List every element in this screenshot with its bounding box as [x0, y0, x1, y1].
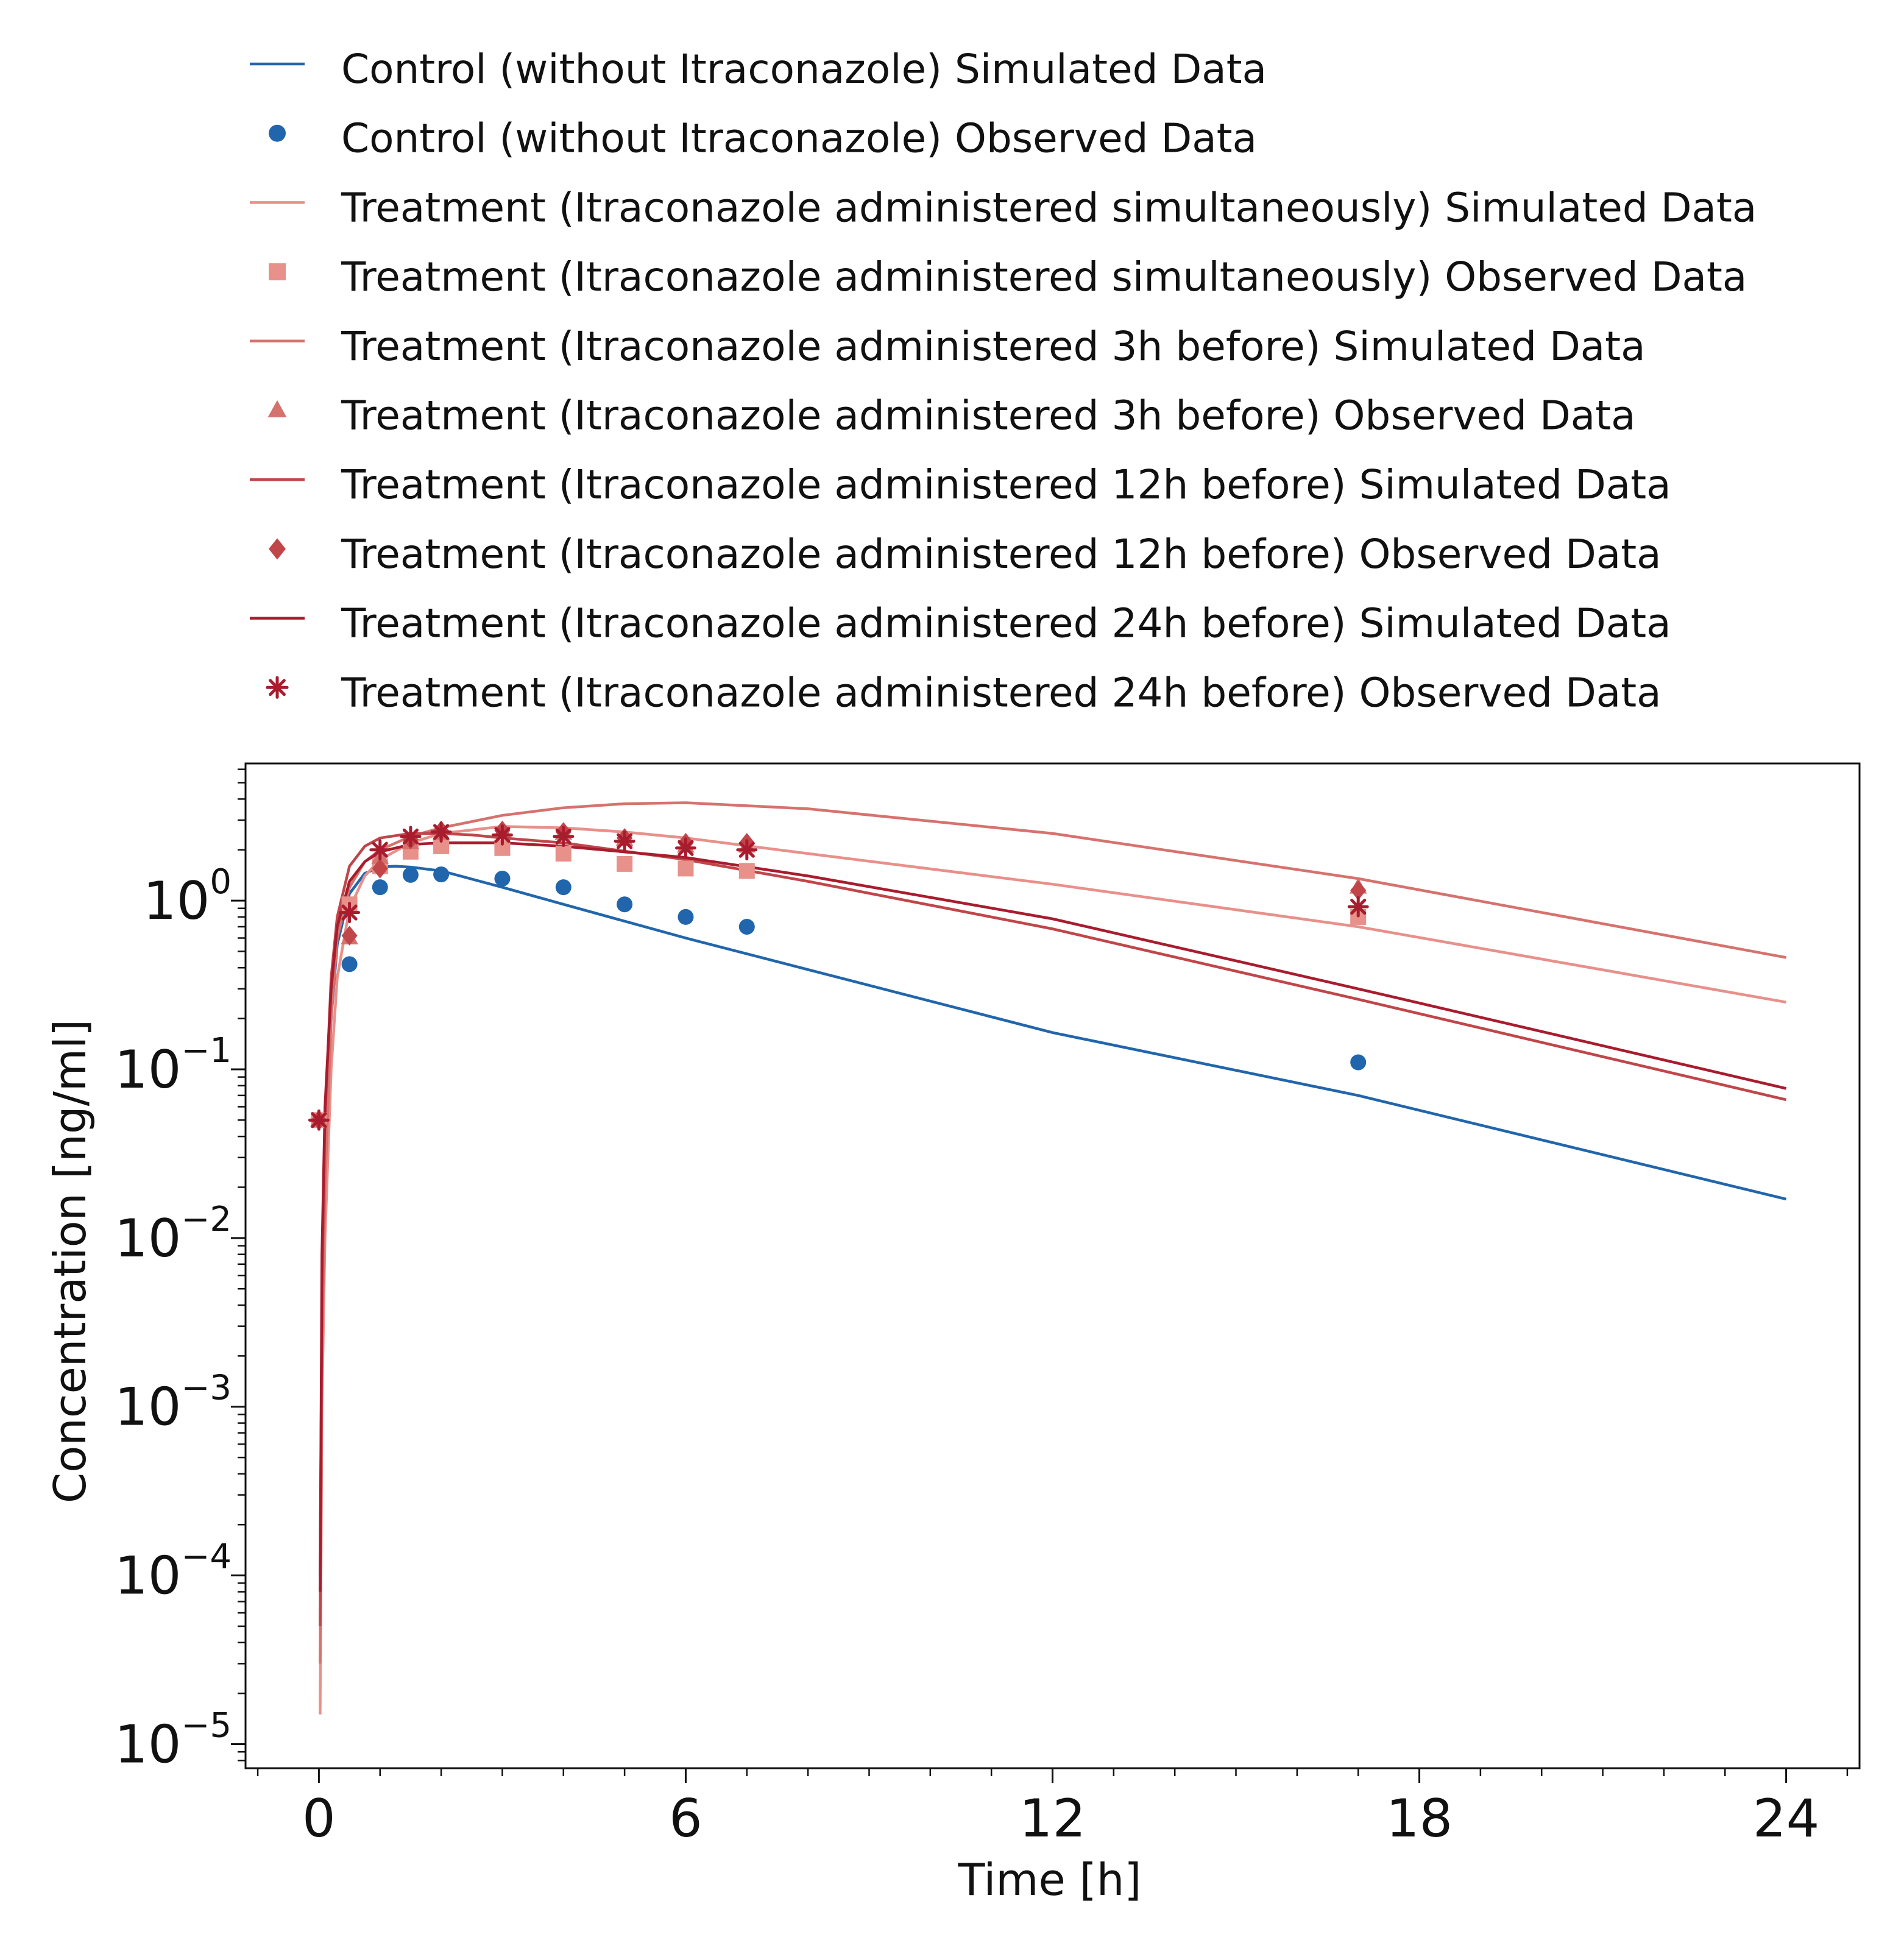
legend-marker-swatch [269, 124, 286, 142]
data-point [614, 830, 635, 852]
legend-label: Treatment (Itraconazole administered 12h… [341, 531, 1662, 578]
data-point [341, 926, 358, 946]
x-axis-label: Time [h] [958, 1854, 1142, 1905]
legend-label: Treatment (Itraconazole administered 3h … [341, 323, 1646, 370]
legend-label: Treatment (Itraconazole administered 24h… [341, 600, 1671, 647]
y-tick-label: 10−3 [115, 1369, 232, 1438]
data-point [430, 821, 452, 843]
legend-marker-swatch [267, 400, 287, 417]
data-point [400, 826, 422, 848]
legend-label: Treatment (Itraconazole administered 12h… [341, 461, 1671, 508]
legend-label: Control (without Itraconazole) Observed … [341, 115, 1257, 162]
data-point [1350, 880, 1367, 901]
legend-marker-swatch [269, 538, 286, 560]
data-point [675, 837, 696, 859]
data-point [555, 845, 572, 862]
legend-label: Treatment (Itraconazole administered 24h… [341, 669, 1662, 716]
data-point [433, 866, 450, 883]
data-point [736, 839, 758, 861]
axes: 0 6 12 18 24 10−5 10−4 10−3 10−2 10−1 100 [115, 762, 1861, 1849]
y-tick-label: 10−4 [115, 1537, 232, 1607]
data-point [402, 866, 419, 883]
data-point [617, 855, 633, 872]
legend-label: Treatment (Itraconazole administered sim… [341, 253, 1747, 300]
legend-label: Treatment (Itraconazole administered 3h … [341, 392, 1636, 439]
data-point [341, 956, 358, 972]
y-tick-label: 10−5 [115, 1705, 232, 1775]
data-point [553, 826, 575, 848]
legend-marker-swatch [266, 676, 289, 699]
y-tick-label: 100 [143, 862, 232, 932]
data-point [494, 870, 511, 887]
data-point [308, 1109, 330, 1131]
legend-label: Treatment (Itraconazole administered sim… [341, 184, 1757, 231]
legend-entry: Treatment (Itraconazole administered 3h … [267, 392, 1636, 439]
legend-entry: Treatment (Itraconazole administered sim… [269, 253, 1747, 300]
x-tick-label: 6 [669, 1788, 702, 1849]
x-tick-label: 12 [1019, 1788, 1086, 1849]
x-tick-label: 24 [1753, 1788, 1819, 1849]
series-line [319, 825, 1786, 1715]
legend-entry: Treatment (Itraconazole administered 3h … [250, 323, 1646, 370]
y-axis-label: Concentration [ng/ml] [44, 1019, 96, 1503]
y-tick-label: 10−2 [115, 1200, 232, 1269]
series-line [319, 801, 1787, 1664]
legend-entry: Treatment (Itraconazole administered 12h… [250, 461, 1671, 508]
data-point [555, 879, 572, 896]
series-line [319, 841, 1787, 1592]
legend: Control (without Itraconazole) Simulated… [250, 46, 1757, 716]
plot-area [308, 801, 1787, 1715]
x-tick-label: 0 [302, 1788, 336, 1849]
series-line [319, 832, 1787, 1627]
legend-entry: Treatment (Itraconazole administered 24h… [266, 669, 1662, 716]
data-point [617, 896, 633, 913]
data-point [738, 918, 755, 935]
legend-entry: Control (without Itraconazole) Simulated… [250, 46, 1267, 93]
plot-frame [244, 762, 1861, 1769]
data-point [372, 859, 388, 879]
legend-entry: Treatment (Itraconazole administered 12h… [269, 531, 1662, 578]
legend-label: Control (without Itraconazole) Simulated… [341, 46, 1267, 93]
series-line [319, 865, 1787, 1576]
legend-entry: Control (without Itraconazole) Observed … [269, 115, 1257, 162]
legend-entry: Treatment (Itraconazole administered 24h… [250, 600, 1671, 647]
data-point [1350, 1054, 1367, 1071]
data-point [678, 908, 694, 925]
legend-marker-swatch [269, 263, 286, 281]
legend-entry: Treatment (Itraconazole administered sim… [250, 184, 1757, 231]
x-tick-label: 18 [1386, 1788, 1453, 1849]
data-point [369, 839, 391, 861]
data-point [372, 879, 388, 896]
data-point [738, 863, 755, 879]
data-point [491, 824, 513, 846]
data-point [1347, 896, 1369, 918]
data-point [678, 860, 694, 877]
y-tick-label: 10−1 [115, 1031, 232, 1100]
data-point [339, 902, 361, 924]
